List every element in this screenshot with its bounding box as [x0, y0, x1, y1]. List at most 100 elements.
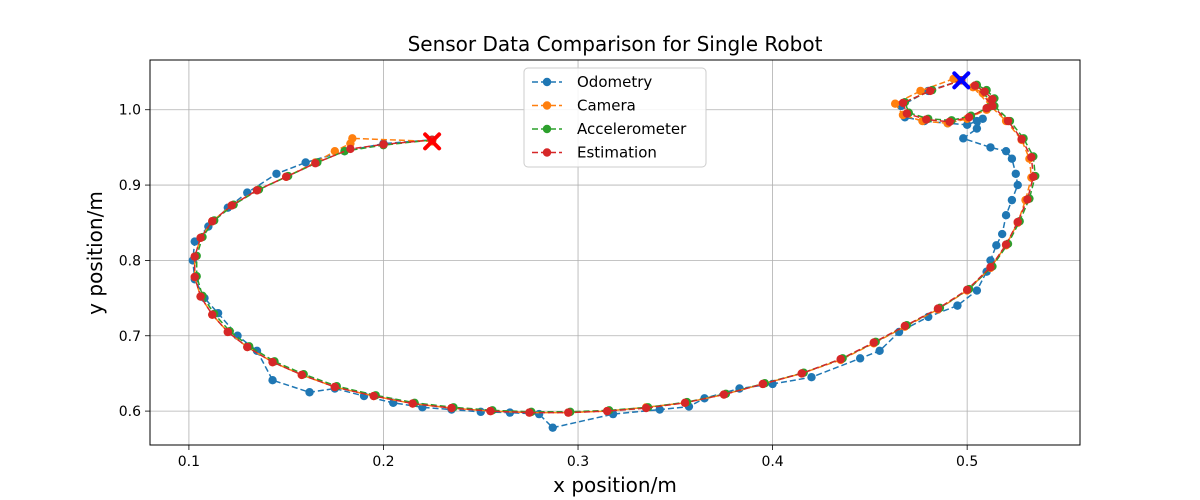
data-point-estimation — [297, 370, 306, 380]
data-point-estimation — [281, 172, 291, 181]
y-tick-label: 1.0 — [119, 103, 141, 119]
data-point-estimation — [758, 379, 768, 389]
data-point-estimation — [900, 321, 910, 331]
data-point-estimation — [252, 186, 262, 195]
y-tick-label: 0.6 — [119, 404, 141, 420]
data-point-estimation — [680, 398, 690, 408]
data-point-estimation — [1029, 172, 1038, 181]
data-point-estimation — [369, 391, 378, 401]
data-point-camera — [916, 86, 925, 96]
data-point-estimation — [227, 201, 236, 210]
legend-swatch-marker — [542, 124, 552, 134]
legend: Odometry Camera Accelerometer Estimation — [523, 67, 707, 168]
data-point-odometry — [997, 229, 1007, 239]
y-tick-label: 0.8 — [119, 253, 141, 269]
data-point-estimation — [925, 86, 935, 96]
x-tick-label: 0.5 — [956, 454, 978, 470]
data-point-odometry — [301, 158, 310, 167]
x-axis-ticks: 0.1 0.2 0.3 0.4 0.5 — [178, 445, 978, 470]
legend-frame — [523, 67, 707, 168]
data-point-odometry — [1013, 180, 1022, 190]
data-point-camera — [348, 134, 357, 143]
data-point-odometry — [1007, 154, 1017, 163]
legend-label: Estimation — [577, 144, 657, 162]
data-point-camera — [330, 146, 340, 156]
data-point-estimation — [869, 338, 878, 347]
y-axis-ticks: 0.6 0.7 0.8 0.9 1.0 — [119, 103, 150, 420]
data-point-estimation — [346, 144, 355, 154]
data-point-odometry — [855, 354, 865, 363]
data-point-estimation — [980, 87, 989, 96]
data-point-estimation — [190, 272, 199, 282]
data-point-estimation — [330, 382, 340, 392]
y-axis-label: y position/m — [83, 191, 107, 315]
legend-label: Accelerometer — [577, 120, 687, 138]
legend-swatch-marker — [542, 148, 552, 157]
data-point-estimation — [486, 406, 495, 416]
x-axis-label: x position/m — [553, 473, 677, 497]
data-point-estimation — [962, 285, 972, 294]
y-tick-label: 0.9 — [119, 178, 141, 194]
data-point-estimation — [986, 262, 995, 272]
data-point-estimation — [379, 140, 388, 149]
data-point-estimation — [1017, 134, 1026, 144]
x-tick-label: 0.3 — [567, 454, 589, 470]
data-point-odometry — [875, 346, 884, 356]
data-point-estimation — [268, 357, 277, 367]
data-point-estimation — [836, 354, 845, 364]
data-point-estimation — [988, 94, 997, 104]
data-point-estimation — [208, 217, 217, 226]
data-point-estimation — [988, 101, 997, 111]
data-point-camera — [890, 99, 900, 108]
data-point-estimation — [311, 159, 320, 168]
data-point-estimation — [223, 327, 233, 337]
data-point-odometry — [548, 423, 557, 432]
series-layer — [188, 74, 1040, 432]
data-point-estimation — [564, 408, 573, 417]
data-point-estimation — [922, 115, 931, 124]
data-point-estimation — [243, 342, 252, 352]
end-marker — [423, 132, 442, 151]
data-point-estimation — [933, 304, 943, 313]
legend-label: Camera — [577, 97, 636, 115]
y-tick-label: 0.7 — [119, 329, 141, 345]
x-tick-label: 0.4 — [761, 454, 783, 470]
data-point-estimation — [196, 233, 205, 243]
data-point-estimation — [1023, 195, 1032, 204]
data-point-estimation — [1001, 240, 1011, 249]
plot-frame — [149, 59, 1081, 446]
chart-title: Sensor Data Comparison for Single Robot — [408, 32, 823, 56]
data-point-odometry — [807, 372, 816, 382]
legend-entry-estimation: Estimation — [532, 144, 657, 162]
legend-entry-accelerometer: Accelerometer — [532, 120, 687, 138]
start-marker — [952, 71, 971, 90]
data-point-estimation — [964, 113, 974, 122]
data-point-estimation — [902, 109, 912, 118]
data-point-odometry — [992, 241, 1001, 250]
data-point-estimation — [641, 403, 651, 413]
legend-entry-camera: Camera — [532, 97, 636, 115]
data-point-odometry — [972, 286, 982, 295]
data-point-estimation — [603, 406, 612, 416]
x-tick-label: 0.1 — [178, 454, 200, 470]
data-point-estimation — [1013, 217, 1022, 227]
data-point-odometry — [655, 405, 664, 414]
data-point-odometry — [272, 169, 281, 178]
data-point-estimation — [196, 292, 205, 301]
data-point-estimation — [719, 390, 729, 399]
data-point-odometry — [305, 388, 314, 397]
data-point-estimation — [525, 408, 534, 417]
series-estimation — [190, 76, 1038, 417]
data-point-estimation — [1003, 116, 1013, 126]
data-point-estimation — [898, 98, 908, 108]
x-tick-label: 0.2 — [372, 454, 394, 470]
data-point-odometry — [1001, 146, 1011, 156]
legend-label: Odometry — [577, 73, 652, 91]
legend-swatch-marker — [542, 77, 552, 87]
data-point-estimation — [945, 117, 954, 126]
data-point-odometry — [953, 301, 962, 310]
marker-layer — [423, 71, 971, 151]
data-point-estimation — [447, 403, 456, 413]
legend-swatch-marker — [542, 101, 552, 110]
